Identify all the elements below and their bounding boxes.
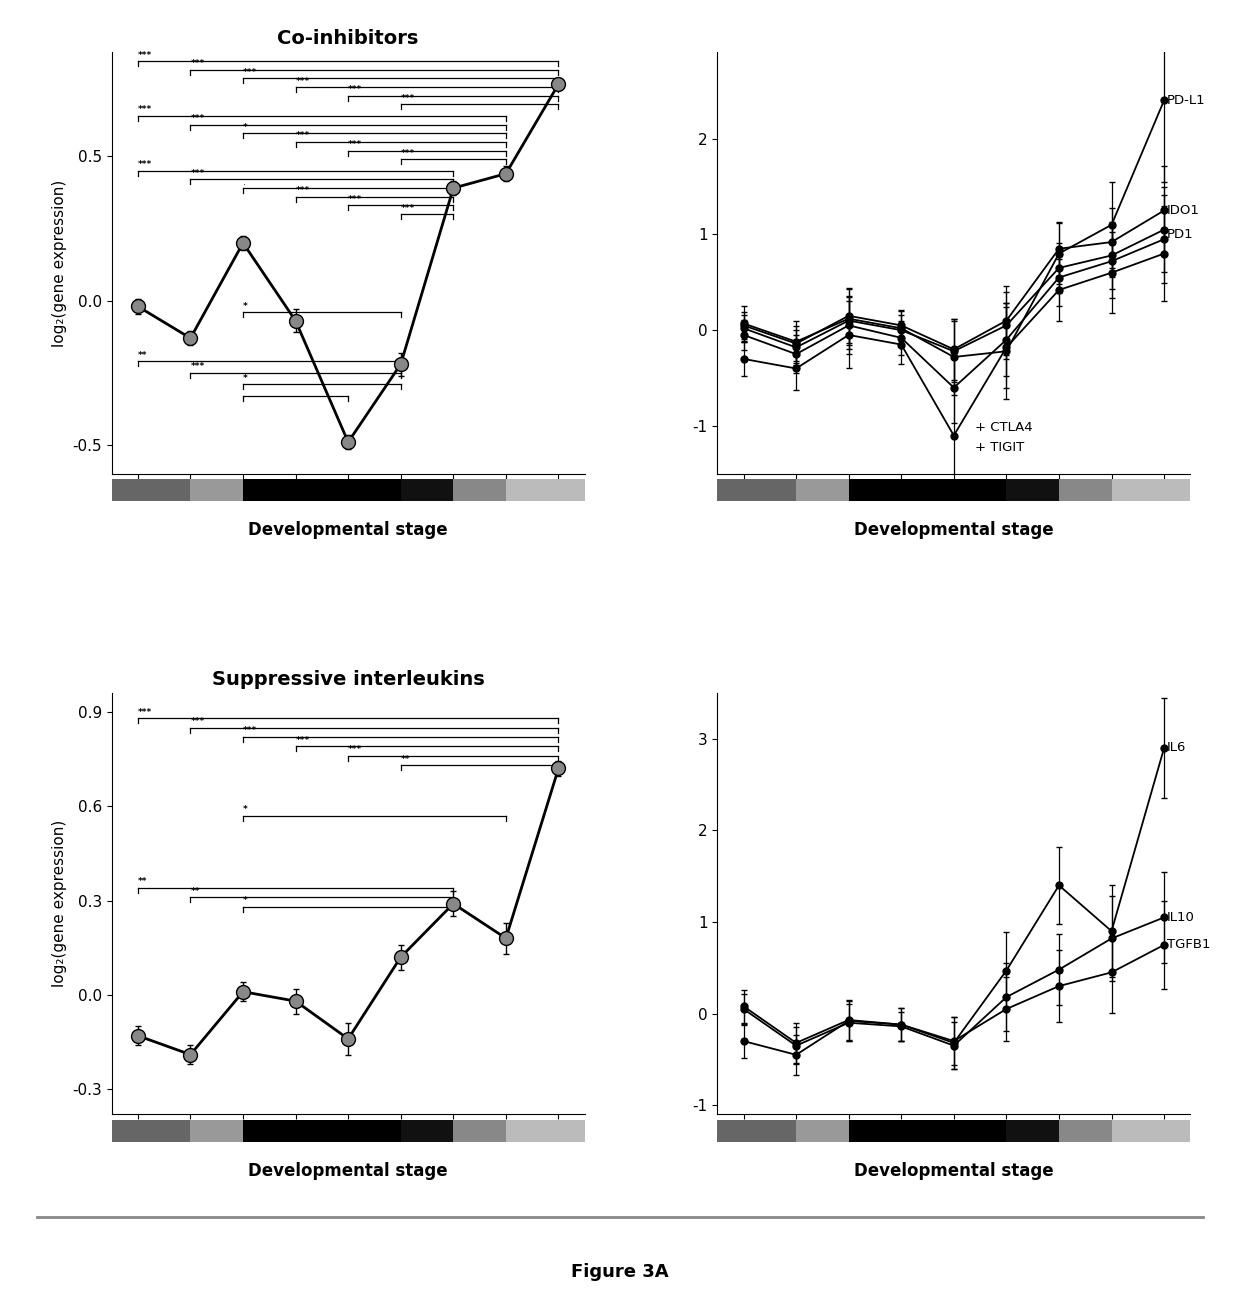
Text: ***: ***	[243, 726, 257, 735]
Text: *: *	[243, 123, 248, 131]
Text: TGFB1: TGFB1	[1167, 939, 1210, 952]
Text: ***: ***	[348, 140, 362, 149]
Text: ***: ***	[191, 114, 205, 123]
Bar	[1111, 479, 1190, 501]
Text: Developmental stage: Developmental stage	[248, 522, 448, 539]
Bar	[243, 1120, 348, 1142]
Y-axis label: log₂(gene expression): log₂(gene expression)	[52, 180, 67, 347]
Bar	[191, 479, 243, 501]
Bar	[348, 479, 401, 501]
Text: ***: ***	[295, 131, 310, 140]
Text: **: **	[401, 755, 410, 764]
Bar	[506, 1120, 585, 1142]
Y-axis label: log₂(gene expression): log₂(gene expression)	[52, 819, 67, 987]
Bar	[796, 479, 848, 501]
Text: ***: ***	[348, 195, 362, 205]
Text: ***: ***	[348, 746, 362, 754]
Bar	[848, 479, 954, 501]
Bar	[454, 1120, 506, 1142]
Text: ***: ***	[243, 68, 257, 77]
Bar	[348, 1120, 401, 1142]
Text: IL10: IL10	[1167, 911, 1194, 924]
Text: **: **	[138, 351, 148, 359]
Text: ***: ***	[191, 362, 205, 371]
Text: ***: ***	[138, 105, 153, 114]
Text: ***: ***	[138, 160, 153, 169]
Text: ***: ***	[295, 76, 310, 85]
Bar	[454, 479, 506, 501]
Bar	[112, 1120, 191, 1142]
Text: ***: ***	[295, 186, 310, 195]
Bar	[112, 479, 191, 501]
Text: Developmental stage: Developmental stage	[248, 1162, 448, 1180]
Text: **: **	[191, 886, 200, 895]
Text: *: *	[243, 805, 248, 814]
Bar	[1059, 479, 1111, 501]
Bar	[1111, 1120, 1190, 1142]
Text: ***: ***	[191, 717, 205, 726]
Text: IL6: IL6	[1167, 742, 1187, 754]
Text: PD1: PD1	[1167, 228, 1193, 241]
Text: **: **	[138, 877, 148, 886]
Bar	[243, 479, 348, 501]
Text: + TIGIT: + TIGIT	[975, 440, 1024, 454]
Bar	[191, 1120, 243, 1142]
Bar	[717, 1120, 796, 1142]
Text: ***: ***	[401, 148, 415, 157]
Bar	[506, 479, 585, 501]
Text: .: .	[243, 177, 246, 186]
Title: Suppressive interleukins: Suppressive interleukins	[212, 670, 485, 688]
Text: ***: ***	[348, 85, 362, 94]
Text: IDO1: IDO1	[1167, 205, 1199, 216]
Text: ***: ***	[401, 94, 415, 102]
Text: ***: ***	[138, 708, 153, 717]
Bar	[401, 479, 454, 501]
Bar	[401, 1120, 454, 1142]
Text: PD-L1: PD-L1	[1167, 94, 1205, 106]
Text: Developmental stage: Developmental stage	[854, 522, 1054, 539]
Text: + CTLA4: + CTLA4	[975, 421, 1033, 434]
Text: ***: ***	[191, 169, 205, 178]
Bar	[1007, 1120, 1059, 1142]
Text: *: *	[243, 897, 248, 906]
Bar	[796, 1120, 848, 1142]
Title: Co-inhibitors: Co-inhibitors	[278, 29, 419, 49]
Text: Developmental stage: Developmental stage	[854, 1162, 1054, 1180]
Bar	[848, 1120, 954, 1142]
Text: ***: ***	[138, 51, 153, 59]
Text: *: *	[243, 374, 248, 383]
Text: ***: ***	[191, 59, 205, 68]
Bar	[717, 479, 796, 501]
Bar	[954, 1120, 1007, 1142]
Text: *: *	[243, 302, 248, 311]
Bar	[954, 479, 1007, 501]
Bar	[1059, 1120, 1111, 1142]
Text: ***: ***	[295, 735, 310, 745]
Bar	[1007, 479, 1059, 501]
Text: Figure 3A: Figure 3A	[572, 1262, 668, 1281]
Text: ***: ***	[401, 203, 415, 212]
